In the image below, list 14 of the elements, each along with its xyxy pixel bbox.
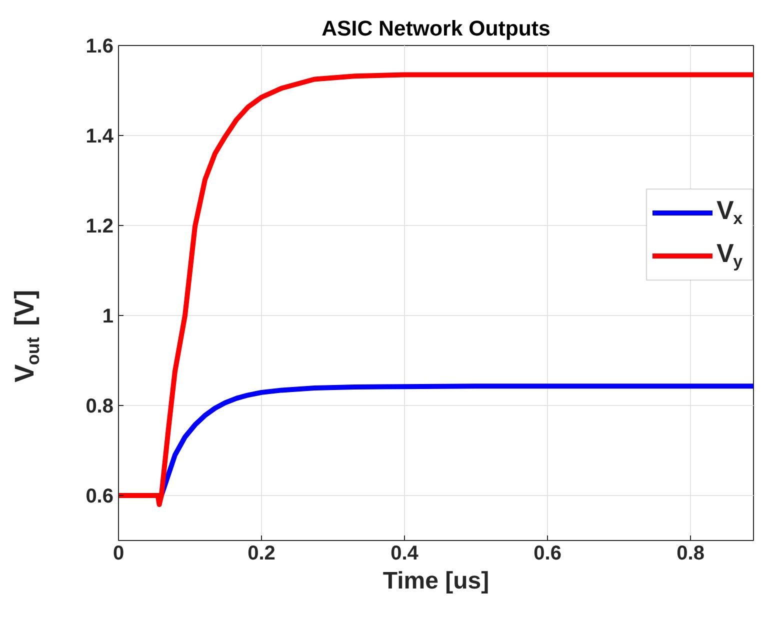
y-tick-label: 0.6 [86,486,114,508]
y-tick-label: 0.8 [86,396,114,418]
x-tick-label: 0.8 [676,542,704,564]
y-axis-title: Vout [V] [10,290,44,382]
y-tick-label: 1.4 [86,126,114,148]
x-tick-label: 0.2 [248,542,276,564]
x-tick-label: 0.6 [534,542,562,564]
y-tick-label: 1.6 [86,36,114,58]
x-axis-title: Time [us] [382,568,490,594]
x-tick-label: 0 [112,542,124,564]
x-tick-label: 0.4 [390,542,420,564]
chart-title: ASIC Network Outputs [322,16,550,40]
y-tick-label: 1.2 [86,216,114,238]
y-tick-label: 1 [102,306,114,328]
